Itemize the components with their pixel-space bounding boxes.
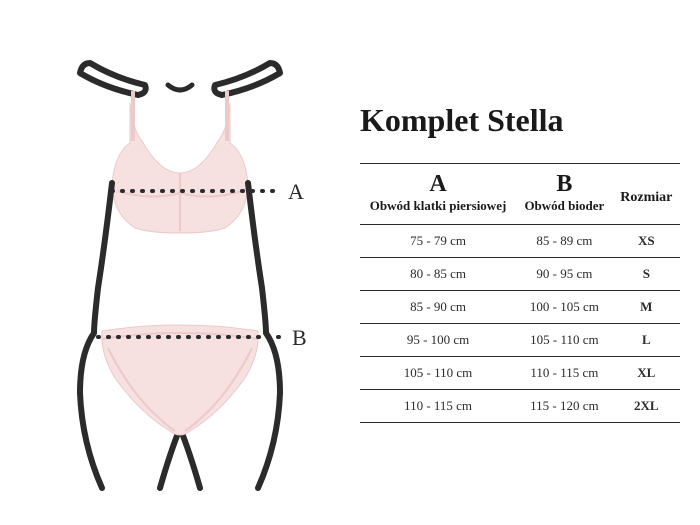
cell-a: 75 - 79 cm xyxy=(360,224,516,257)
marker-a-label: A xyxy=(288,179,304,205)
cell-a: 80 - 85 cm xyxy=(360,257,516,290)
cell-b: 110 - 115 cm xyxy=(516,356,613,389)
col-b-letter: B xyxy=(522,172,607,196)
cell-b: 115 - 120 cm xyxy=(516,389,613,422)
table-row: 95 - 100 cm 105 - 110 cm L xyxy=(360,323,680,356)
cell-size: M xyxy=(613,290,680,323)
size-table-section: Komplet Stella A Obwód klatki piersiowej… xyxy=(340,102,680,423)
table-row: 80 - 85 cm 90 - 95 cm S xyxy=(360,257,680,290)
cell-a: 110 - 115 cm xyxy=(360,389,516,422)
col-b-header: B Obwód bioder xyxy=(516,164,613,225)
container: A B Komplet Stella A Obwód klatki piersi… xyxy=(0,13,700,513)
cell-a: 105 - 110 cm xyxy=(360,356,516,389)
col-a-header: A Obwód klatki piersiowej xyxy=(360,164,516,225)
cell-size: L xyxy=(613,323,680,356)
cell-b: 100 - 105 cm xyxy=(516,290,613,323)
cell-b: 85 - 89 cm xyxy=(516,224,613,257)
col-size-header: Rozmiar xyxy=(613,164,680,225)
cell-b: 90 - 95 cm xyxy=(516,257,613,290)
col-size-label: Rozmiar xyxy=(619,172,674,206)
table-row: 105 - 110 cm 110 - 115 cm XL xyxy=(360,356,680,389)
table-body: 75 - 79 cm 85 - 89 cm XS 80 - 85 cm 90 -… xyxy=(360,224,680,422)
cell-size: S xyxy=(613,257,680,290)
cell-a: 85 - 90 cm xyxy=(360,290,516,323)
cell-b: 105 - 110 cm xyxy=(516,323,613,356)
col-a-letter: A xyxy=(366,172,510,196)
cell-size: XS xyxy=(613,224,680,257)
col-b-desc: Obwód bioder xyxy=(522,198,607,214)
table-row: 110 - 115 cm 115 - 120 cm 2XL xyxy=(360,389,680,422)
table-row: 85 - 90 cm 100 - 105 cm M xyxy=(360,290,680,323)
cell-a: 95 - 100 cm xyxy=(360,323,516,356)
figure-svg xyxy=(20,33,340,493)
table-header-row: A Obwód klatki piersiowej B Obwód bioder… xyxy=(360,164,680,225)
table-row: 75 - 79 cm 85 - 89 cm XS xyxy=(360,224,680,257)
body-figure: A B xyxy=(20,33,340,493)
cell-size: XL xyxy=(613,356,680,389)
cell-size: 2XL xyxy=(613,389,680,422)
col-a-desc: Obwód klatki piersiowej xyxy=(366,198,510,214)
size-table: A Obwód klatki piersiowej B Obwód bioder… xyxy=(360,163,680,423)
page-title: Komplet Stella xyxy=(360,102,680,139)
marker-b-label: B xyxy=(292,325,307,351)
